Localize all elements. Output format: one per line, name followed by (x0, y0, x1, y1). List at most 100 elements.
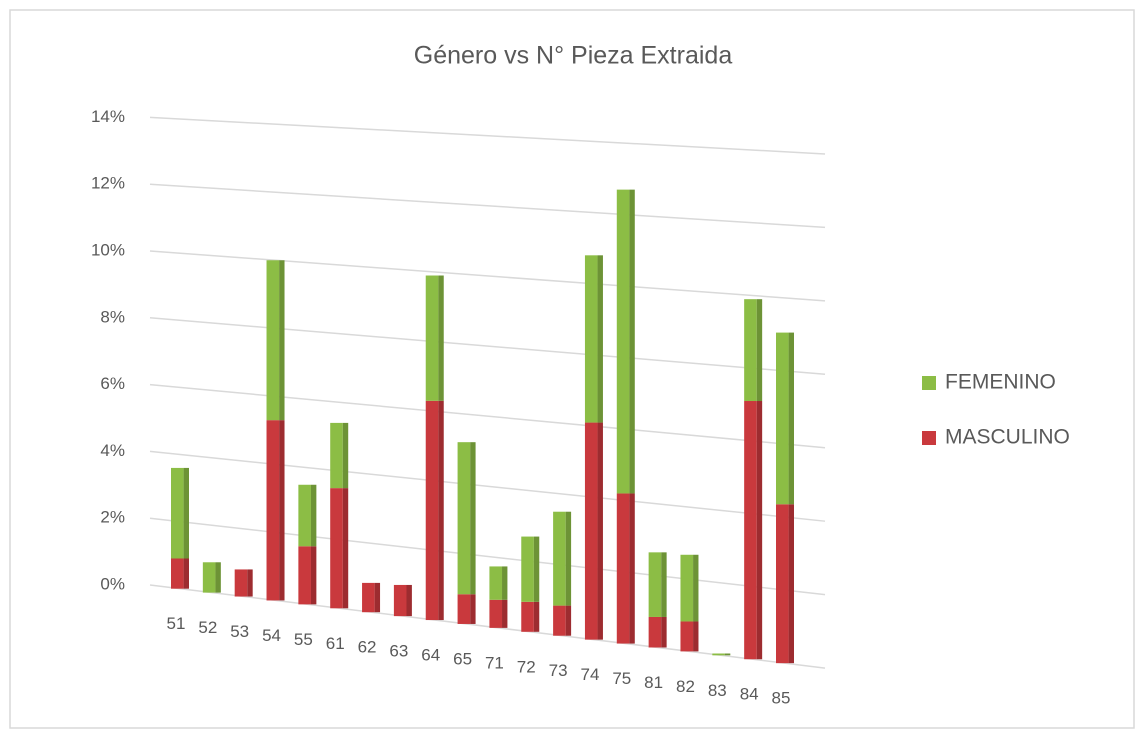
bar-face (521, 601, 534, 632)
x-tick-label: 54 (262, 626, 281, 645)
x-tick-label: 81 (644, 673, 663, 692)
bar-face (565, 605, 572, 636)
bar-face (584, 255, 598, 423)
bar (712, 653, 731, 656)
x-tick-label: 65 (453, 649, 472, 668)
x-tick-label: 75 (612, 669, 631, 688)
bar-face (553, 605, 566, 636)
bar-face (521, 536, 534, 602)
bar-face (438, 275, 444, 401)
x-tick-label: 61 (326, 634, 345, 653)
bar-face (533, 601, 540, 632)
bar-face (171, 558, 184, 589)
bar (425, 275, 444, 401)
bar-face (693, 554, 699, 622)
bar (171, 558, 189, 589)
y-tick-label: 10% (91, 240, 125, 259)
bar-face (215, 562, 221, 593)
bar-face (279, 260, 285, 421)
legend-label: MASCULINO (945, 426, 1070, 449)
bar (616, 189, 635, 494)
bar-face (489, 599, 503, 628)
bar-face (616, 493, 630, 644)
bar (553, 605, 572, 636)
bar-face (470, 442, 476, 595)
bar-face (438, 400, 444, 621)
bar-face (234, 569, 248, 597)
bar (680, 554, 699, 622)
bar-face (342, 422, 349, 489)
bar-face (374, 582, 381, 613)
bar (776, 504, 794, 664)
y-tick-label: 12% (91, 174, 125, 193)
bar (266, 260, 285, 421)
bar-face (565, 511, 572, 606)
bar-face (202, 562, 216, 593)
bar-face (661, 552, 667, 617)
bar-face (310, 546, 317, 605)
x-tick-label: 73 (549, 661, 568, 680)
bar (616, 493, 635, 644)
x-tick-label: 53 (230, 622, 249, 641)
bar-face (597, 255, 603, 423)
bar (680, 621, 699, 652)
x-tick-label: 62 (358, 638, 377, 657)
bar-face (330, 422, 343, 489)
bar (744, 401, 763, 660)
bar-face (342, 488, 349, 609)
bar-face (680, 554, 694, 622)
bar-face (457, 442, 471, 595)
legend-label: FEMENINO (945, 371, 1056, 394)
x-tick-label: 52 (198, 618, 217, 637)
bar (648, 552, 667, 617)
bar (171, 467, 189, 559)
bar-face (393, 584, 407, 617)
bar-face (616, 189, 630, 494)
grid-line (149, 450, 826, 522)
bar (330, 488, 349, 609)
bar (489, 599, 508, 628)
bar (521, 601, 540, 632)
x-tick-label: 74 (580, 665, 599, 684)
grid-line (149, 116, 826, 155)
bar-face (712, 653, 725, 656)
bar (584, 422, 603, 640)
bar-face (629, 189, 635, 494)
x-tick-label: 84 (740, 685, 759, 704)
legend-swatch (922, 431, 936, 445)
x-tick-label: 83 (708, 681, 727, 700)
grid-line (149, 317, 826, 376)
x-tick-label: 55 (294, 630, 313, 649)
bar-face (171, 467, 184, 559)
bar (362, 582, 381, 613)
bar-face (744, 401, 757, 660)
bar (489, 566, 508, 600)
bar (298, 484, 317, 547)
bar (330, 422, 349, 489)
bar-face (266, 420, 280, 601)
bar (234, 569, 253, 597)
bar-face (183, 467, 189, 559)
bar-face (648, 616, 662, 648)
bar (425, 400, 444, 621)
x-tick-label: 51 (167, 614, 186, 633)
chart-title: Género vs N° Pieza Extraida (414, 42, 733, 70)
legend-swatch (922, 376, 936, 390)
bar-face (661, 616, 667, 648)
x-tick-label: 72 (517, 657, 536, 676)
grid-line (149, 250, 826, 302)
x-tick-label: 82 (676, 677, 695, 696)
x-tick-label: 64 (421, 646, 440, 665)
bar-face (693, 621, 699, 652)
bar (457, 594, 476, 624)
y-tick-label: 14% (91, 107, 125, 126)
grid-line (149, 517, 826, 596)
grid-line (149, 183, 826, 229)
bar-face (788, 332, 794, 505)
bar-face (553, 511, 566, 606)
y-tick-label: 0% (100, 574, 125, 593)
bar (553, 511, 572, 606)
bar-face (489, 566, 503, 600)
bar-face (776, 504, 789, 664)
x-tick-label: 71 (485, 653, 504, 672)
